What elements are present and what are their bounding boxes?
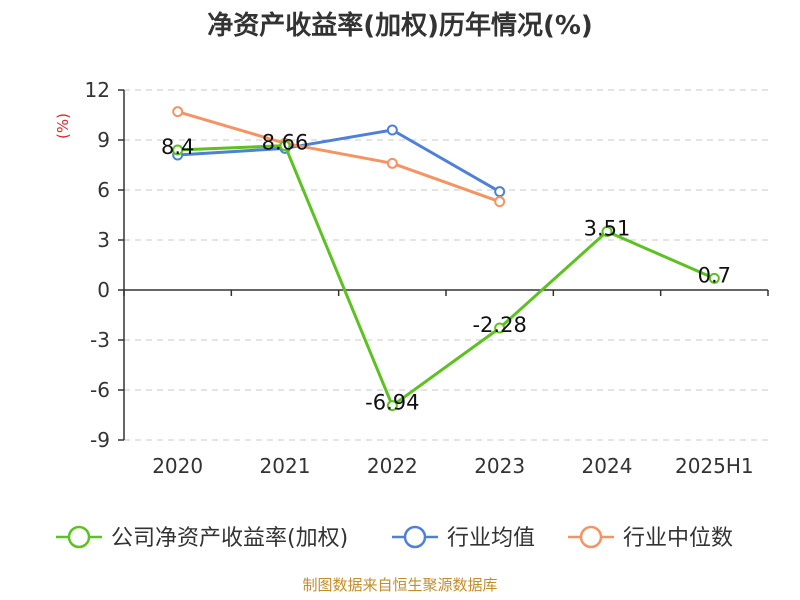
chart-title: 净资产收益率(加权)历年情况(%) bbox=[207, 10, 593, 41]
series-point-0 bbox=[601, 226, 613, 237]
legend[interactable]: 公司净资产收益率(加权) 行业均值 行业中位数 bbox=[56, 525, 733, 551]
data-label: 3.51 bbox=[584, 217, 631, 241]
y-tick-label: 6 bbox=[97, 178, 110, 202]
series-point-1 bbox=[494, 186, 506, 198]
data-label: 0.7 bbox=[698, 263, 731, 287]
y-tick-label: 3 bbox=[97, 228, 110, 252]
series-point-2 bbox=[172, 106, 184, 118]
series-point-0 bbox=[279, 140, 291, 152]
y-tick-label: -6 bbox=[90, 378, 110, 402]
y-tick-label: 12 bbox=[85, 78, 110, 102]
y-tick-label: -3 bbox=[90, 328, 110, 352]
y-tick-label: 0 bbox=[97, 278, 110, 302]
data-label: -6.94 bbox=[365, 391, 419, 415]
legend-label: 行业中位数 bbox=[623, 526, 733, 551]
series-point-0 bbox=[386, 400, 398, 412]
series-lines bbox=[172, 106, 720, 412]
series-point-0 bbox=[708, 272, 720, 284]
series-line-1 bbox=[177, 128, 501, 193]
x-tick-label: 2023 bbox=[474, 454, 525, 478]
axes: 12 9 6 3 0 -3 -6 -9 2020 2021 2022 2023 2024 2025H1 bbox=[85, 78, 769, 478]
series-point-0 bbox=[172, 144, 184, 156]
legend-item-0[interactable]: 公司净资产收益率(加权) bbox=[56, 525, 348, 551]
legend-item-1[interactable]: 行业均值 bbox=[392, 525, 535, 551]
y-axis-label: (%) bbox=[54, 113, 72, 139]
series-point-1 bbox=[386, 124, 398, 136]
legend-label: 行业均值 bbox=[447, 526, 535, 551]
legend-marker bbox=[579, 525, 603, 549]
legend-marker bbox=[403, 525, 427, 549]
x-tick-label: 2020 bbox=[152, 454, 203, 478]
y-tick-label: 9 bbox=[97, 128, 110, 152]
x-tick-label: 2022 bbox=[367, 454, 418, 478]
legend-label: 公司净资产收益率(加权) bbox=[111, 526, 348, 551]
data-label: -2.28 bbox=[472, 313, 526, 337]
series-point-0 bbox=[494, 322, 506, 334]
series-point-2 bbox=[386, 157, 398, 169]
series-point-2 bbox=[494, 196, 506, 208]
x-tick-label: 2021 bbox=[260, 454, 311, 478]
y-tick-label: -9 bbox=[90, 428, 110, 452]
x-tick-label: 2025H1 bbox=[675, 454, 754, 478]
legend-item-2[interactable]: 行业中位数 bbox=[568, 525, 733, 551]
data-label: 8.66 bbox=[262, 131, 309, 155]
grid-lines bbox=[124, 89, 768, 441]
x-tick-label: 2024 bbox=[582, 454, 633, 478]
series-line-0 bbox=[177, 144, 715, 408]
data-labels: 8.4 8.66 -6.94 -2.28 3.51 0.7 bbox=[161, 131, 731, 415]
source-note: 制图数据来自恒生聚源数据库 bbox=[302, 576, 497, 594]
data-label: 8.4 bbox=[161, 135, 194, 159]
legend-marker bbox=[67, 525, 91, 549]
series-line-2 bbox=[177, 110, 501, 204]
